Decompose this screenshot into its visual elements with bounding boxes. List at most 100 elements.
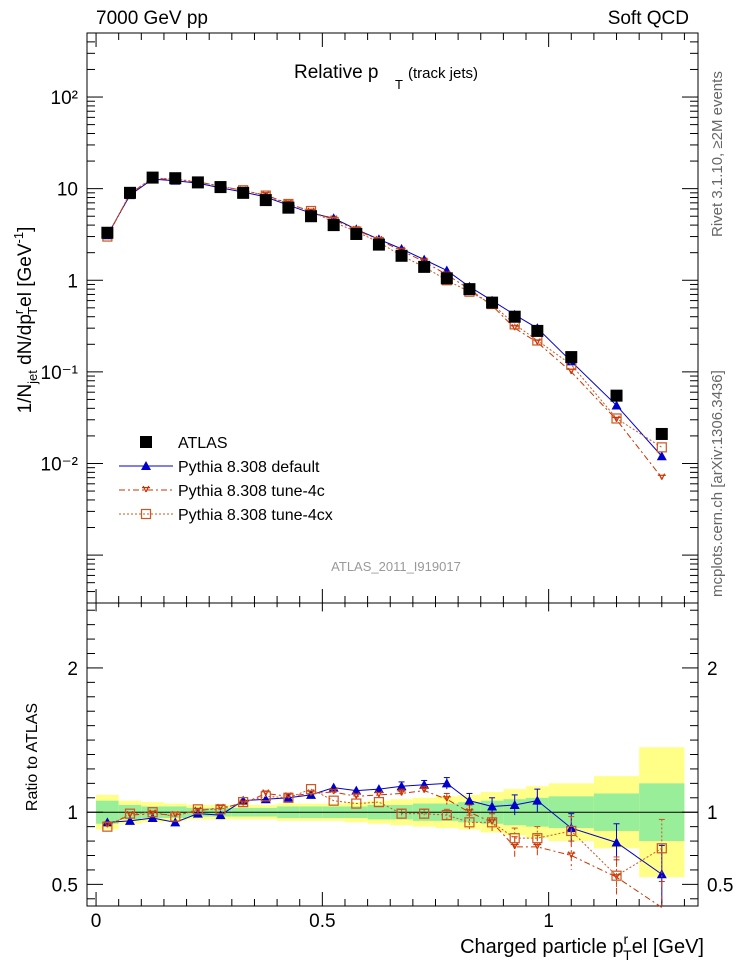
star-stroke <box>615 415 620 423</box>
ratio-data-point <box>487 801 498 811</box>
main-data-point <box>101 226 114 239</box>
ratio-panel-frame <box>86 602 699 907</box>
ratio-data-point <box>441 778 452 788</box>
rivet-version-label: Rivet 3.1.10, ≥2M events <box>709 71 726 237</box>
star-stroke <box>333 787 338 795</box>
main-data-point <box>657 473 666 480</box>
main-data-point <box>508 310 521 323</box>
ratio-data-point <box>148 809 157 816</box>
star-stroke <box>129 810 134 818</box>
y-tick-label: 1 <box>67 271 78 292</box>
ratio-data-point <box>329 787 338 795</box>
star-stroke <box>446 794 451 802</box>
y-tick-label: 10⁻² <box>41 454 79 475</box>
main-data-point <box>146 171 159 184</box>
star-stroke <box>567 851 572 858</box>
ratio-y-tick-label: 1 <box>67 803 78 824</box>
star-stroke <box>423 786 428 793</box>
ratio-data-point <box>147 807 158 818</box>
x-axis-label: Charged particle pr Tel [GeV] <box>460 931 704 963</box>
ratio-data-point <box>611 837 622 847</box>
star-stroke <box>533 338 538 345</box>
star-stroke <box>378 790 383 798</box>
analysis-tag: ATLAS_2011_I919017 <box>331 559 461 574</box>
ratio-data-point <box>656 869 667 879</box>
star-stroke <box>145 485 150 493</box>
star-stroke <box>194 806 199 814</box>
ratio-data-point <box>397 789 406 796</box>
ratio-data-point <box>260 791 271 802</box>
star-stroke <box>514 842 519 850</box>
ratio-data-point <box>566 825 577 837</box>
main-data-point <box>612 415 621 423</box>
main-data-point <box>611 413 622 424</box>
ratio-data-point <box>566 823 577 833</box>
ratio-data-point <box>351 798 362 809</box>
ratio-data-point <box>102 821 113 832</box>
ratio-data-point <box>305 784 317 795</box>
star-stroke <box>511 842 516 850</box>
main-data-point <box>259 194 272 207</box>
ratio-y-tick-label-right: 1 <box>707 803 718 824</box>
main-data-point <box>350 227 363 240</box>
main-data-point <box>327 219 340 232</box>
y-tick-label: 10 <box>57 180 78 201</box>
y-tick-label: 10² <box>51 88 78 109</box>
ratio-y-tick-label: 2 <box>67 659 78 680</box>
main-data-point <box>372 238 385 251</box>
main-y-axis-label: 1/Njet dN/dprTel [GeV-1] <box>11 227 40 414</box>
star-stroke <box>152 809 156 816</box>
ratio-data-point <box>124 815 135 825</box>
ratio-data-point <box>532 833 543 844</box>
ratio-data-point <box>373 797 385 808</box>
ratio-series-line <box>107 788 663 877</box>
star-stroke <box>661 473 666 480</box>
ratio-data-point <box>656 843 667 854</box>
main-data-point <box>611 400 622 410</box>
x-tick-label: 0.5 <box>309 911 335 932</box>
ratio-y-tick-label-right: 2 <box>707 659 718 680</box>
main-data-point <box>123 186 136 199</box>
ratio-data-point <box>328 795 339 806</box>
main-data-point <box>191 176 204 189</box>
ratio-data-point <box>328 782 339 792</box>
main-data-point <box>655 427 668 440</box>
legend-marker <box>140 436 152 448</box>
star-stroke <box>420 786 425 793</box>
legend-label: ATLAS <box>178 435 228 452</box>
star-stroke <box>466 807 470 815</box>
y-tick-label: 10⁻¹ <box>41 363 79 384</box>
ratio-data-point <box>192 808 203 818</box>
ratio-y-tick-label-right: 0.5 <box>707 875 733 896</box>
main-data-point <box>463 283 476 296</box>
star-stroke <box>570 851 575 858</box>
star-stroke <box>330 787 335 795</box>
main-data-point <box>656 442 667 453</box>
ratio-series-line <box>107 790 663 908</box>
star-stroke <box>149 809 154 816</box>
ratio-data-point <box>486 817 498 828</box>
legend: ATLAS Pythia 8.308 default Pythia 8.308 tu… <box>119 435 333 524</box>
ratio-data-point <box>374 790 383 798</box>
ratio-data-point <box>532 795 543 805</box>
main-data-point <box>440 272 453 285</box>
svg-text:Charged particle prTel [GeV]: Charged particle pr Tel [GeV] <box>460 931 704 963</box>
ratio-data-point <box>419 808 430 819</box>
legend-label: Pythia 8.308 tune-4cx <box>178 507 333 524</box>
star-stroke <box>355 792 360 799</box>
main-panel-title: Relative p T (track jets) <box>294 62 478 92</box>
ratio-data-point <box>464 817 475 828</box>
star-stroke <box>401 789 405 796</box>
main-data-point <box>305 210 318 223</box>
star-stroke <box>443 794 448 802</box>
ratio-series <box>102 777 667 908</box>
ratio-data-point <box>464 795 475 805</box>
ratio-y-axis-label: Ratio to ATLAS <box>24 703 41 811</box>
x-tick-label: 0 <box>91 911 102 932</box>
title-tail-text: (track jets) <box>408 65 478 82</box>
header-category-label: Soft QCD <box>608 8 689 29</box>
ratio-data-point <box>215 804 226 815</box>
main-data-point <box>169 172 182 185</box>
ratio-data-point <box>238 797 249 808</box>
ratio-data-point <box>124 808 136 819</box>
